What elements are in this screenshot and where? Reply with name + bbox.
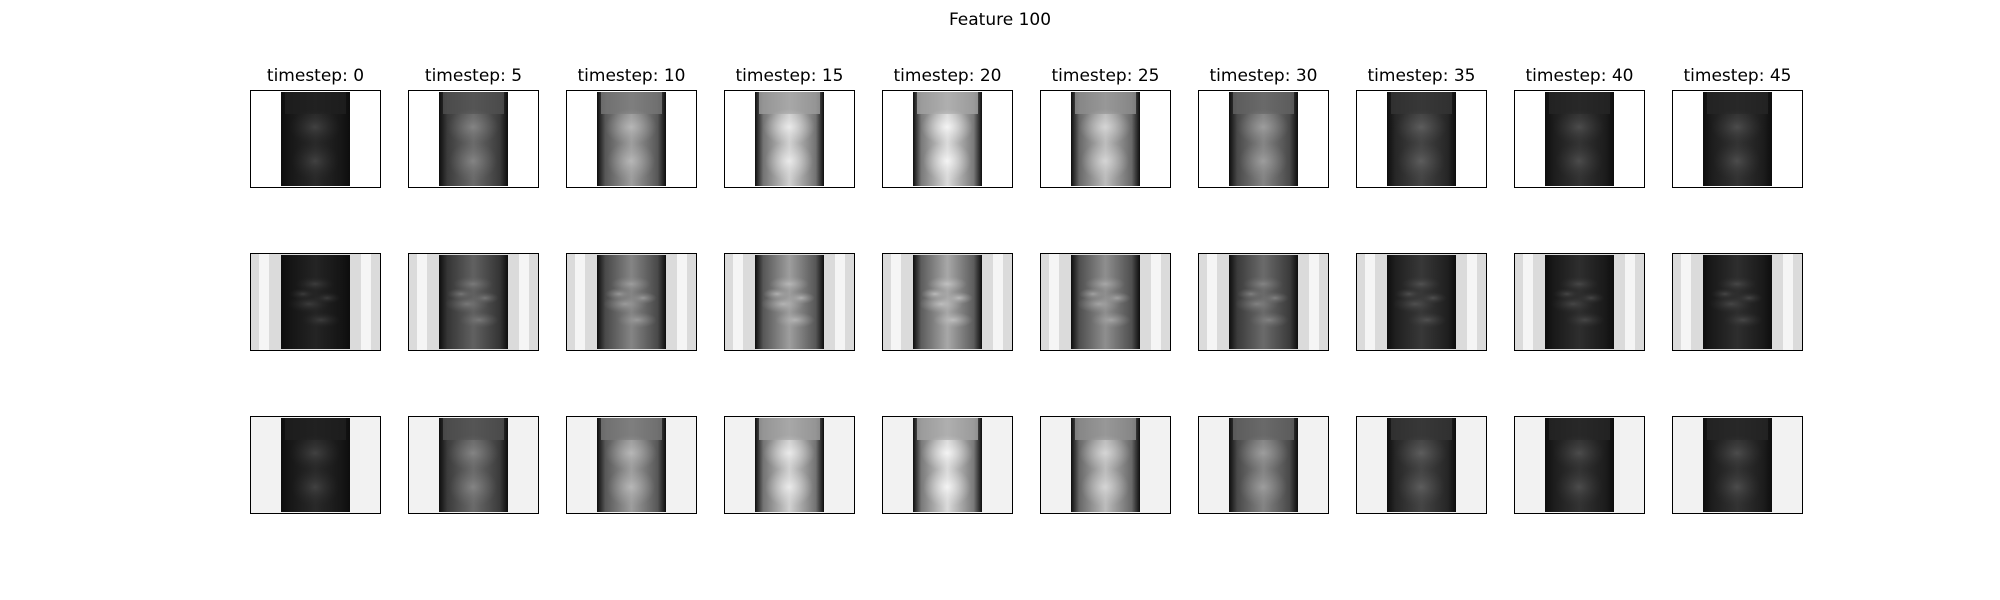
column-title: timestep: 25 [1051, 66, 1160, 86]
image-panel [1198, 253, 1329, 351]
column-title: timestep: 30 [1209, 66, 1318, 86]
image-panel [1040, 416, 1171, 514]
image-panel [882, 90, 1013, 188]
column-title: timestep: 35 [1367, 66, 1476, 86]
image-panel [250, 253, 381, 351]
image-panel [1356, 416, 1487, 514]
image-panel [724, 416, 855, 514]
image-panel [408, 416, 539, 514]
image-panel [1514, 416, 1645, 514]
image-panel [1356, 90, 1487, 188]
image-panel [408, 253, 539, 351]
column-title: timestep: 20 [893, 66, 1002, 86]
image-panel [1514, 90, 1645, 188]
image-panel [724, 90, 855, 188]
image-panel [566, 90, 697, 188]
image-panel [1040, 253, 1171, 351]
column-title: timestep: 40 [1525, 66, 1634, 86]
column-title: timestep: 10 [577, 66, 686, 86]
image-panel [1514, 253, 1645, 351]
image-panel [1198, 416, 1329, 514]
image-panel [250, 90, 381, 188]
image-panel [408, 90, 539, 188]
image-panel [1040, 90, 1171, 188]
column-title: timestep: 5 [424, 66, 523, 86]
image-panel [882, 416, 1013, 514]
image-panel [1672, 416, 1803, 514]
column-title: timestep: 15 [735, 66, 844, 86]
figure-title: Feature 100 [948, 10, 1052, 30]
image-panel [1356, 253, 1487, 351]
image-panel [724, 253, 855, 351]
image-panel [1672, 253, 1803, 351]
column-title: timestep: 0 [266, 66, 365, 86]
image-panel [566, 253, 697, 351]
image-panel [882, 253, 1013, 351]
column-title: timestep: 45 [1683, 66, 1792, 86]
image-panel [1672, 90, 1803, 188]
image-panel [1198, 90, 1329, 188]
image-panel [566, 416, 697, 514]
image-panel [250, 416, 381, 514]
